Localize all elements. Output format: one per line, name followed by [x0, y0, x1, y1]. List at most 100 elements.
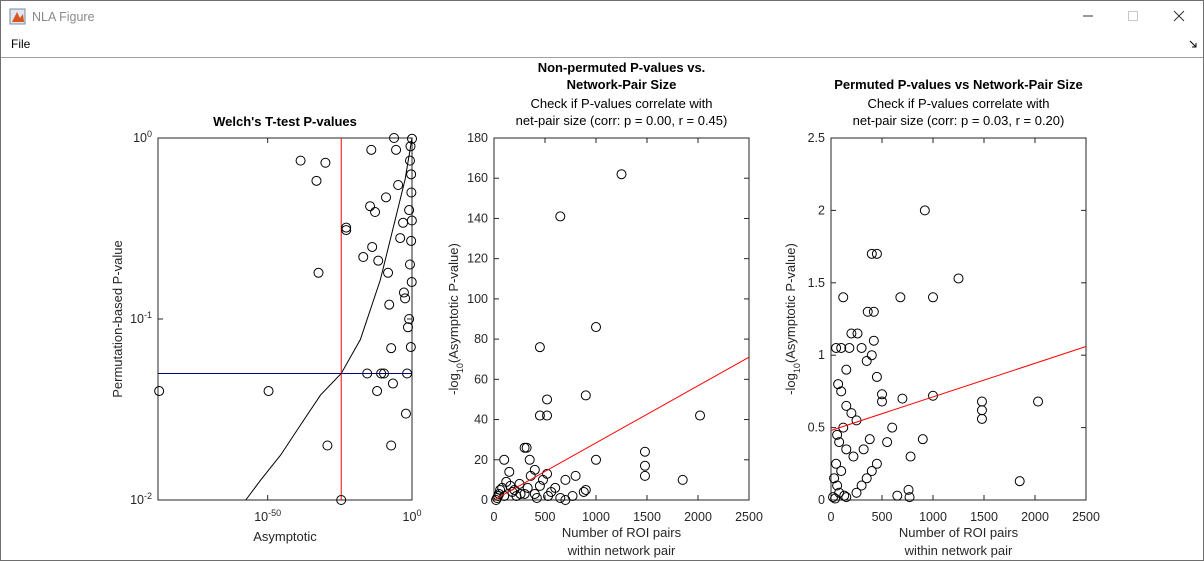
y-tick-label: 2	[818, 203, 825, 217]
y-tick-label: 1.5	[808, 276, 825, 290]
scatter-point	[386, 343, 397, 354]
scatter-point	[868, 335, 879, 346]
scatter-point	[829, 473, 840, 484]
chart-title: Permuted P-values vs Network-Pair Size	[834, 77, 1083, 92]
scatter-point	[846, 408, 857, 419]
scatter-point	[838, 292, 849, 303]
scatter-point	[841, 444, 852, 455]
app-icon	[9, 8, 26, 25]
scatter-point	[917, 434, 928, 445]
scatter-point	[542, 394, 553, 405]
x-tick-label: 2000	[684, 510, 712, 524]
scatter-point	[519, 442, 530, 453]
scatter-point	[365, 201, 376, 212]
scatter-point	[529, 464, 540, 475]
y-tick-label-part: 10	[130, 312, 144, 326]
scatter-point	[406, 235, 417, 246]
scatter-point	[852, 328, 863, 339]
fit-line	[493, 356, 750, 501]
x-tick-label-part: -50	[268, 508, 281, 518]
menu-file[interactable]: File	[11, 37, 31, 51]
x-tick-label: 2500	[1072, 510, 1100, 524]
fit-line	[830, 346, 1087, 431]
scatter-point	[836, 466, 847, 477]
scatter-point	[828, 492, 839, 503]
scatter-point	[405, 141, 416, 152]
scatter-point	[531, 492, 542, 503]
x-tick-label-part: 10	[403, 510, 417, 524]
scatter-point	[892, 490, 903, 501]
window-title: NLA Figure	[32, 10, 95, 24]
chart-subtitle: net-pair size (corr: p = 0.03, r = 0.20)	[853, 113, 1065, 128]
scatter-point	[504, 466, 515, 477]
scatter-point	[862, 306, 873, 317]
scatter-point	[844, 342, 855, 353]
y-axis-label-part: -log	[446, 373, 461, 395]
scatter-point	[976, 413, 987, 424]
x-axis-label: within network pair	[567, 543, 676, 558]
scatter-point	[887, 422, 898, 433]
scatter-point	[383, 267, 394, 278]
scatter-point	[871, 248, 882, 259]
toolbar-toggle[interactable]	[1189, 40, 1197, 48]
scatter-point	[395, 233, 406, 244]
chart-subtitle: Check if P-values correlate with	[867, 96, 1049, 111]
x-tick-label: 500	[535, 510, 556, 524]
y-tick-label: 20	[474, 453, 488, 467]
scatter-point	[832, 480, 843, 491]
scatter-point	[903, 484, 914, 495]
scatter-point	[402, 368, 413, 379]
scatter-point	[839, 490, 850, 501]
scatter-point	[405, 342, 416, 353]
scatter-point	[841, 400, 852, 411]
chart-subtitle: net-pair size (corr: p = 0.00, r = 0.45)	[516, 113, 728, 128]
scatter-point	[866, 466, 877, 477]
x-tick-label: 2000	[1021, 510, 1049, 524]
scatter-point	[313, 267, 324, 278]
scatter-point	[393, 179, 404, 190]
y-axis-label-part: (Asymptotic P-value)	[446, 243, 461, 363]
scatter-point	[868, 306, 879, 317]
scatter-point	[386, 440, 397, 451]
x-tick-label: 10-50	[254, 508, 281, 524]
scatter-point	[534, 342, 545, 353]
scatter-point	[406, 215, 417, 226]
axes-box	[493, 137, 750, 501]
scatter-point	[341, 225, 352, 236]
close-button[interactable]	[1173, 10, 1185, 22]
x-tick-label: 1500	[970, 510, 998, 524]
scatter-point	[578, 486, 589, 497]
scatter-point	[389, 133, 400, 143]
scatter-point	[514, 478, 525, 489]
x-axis-label: Number of ROI pairs	[899, 525, 1019, 540]
scatter-point	[905, 451, 916, 462]
scatter-point	[832, 429, 843, 440]
y-axis-label: Permutation-based P-value	[110, 240, 125, 398]
x-tick-label: 0	[828, 510, 835, 524]
scatter-point	[836, 342, 847, 353]
scatter-point	[639, 446, 650, 457]
scatter-point	[406, 169, 417, 180]
y-tick-label: 60	[474, 372, 488, 386]
scatter-point	[404, 314, 415, 324]
scatter-point	[320, 157, 331, 168]
x-tick-label: 2500	[735, 510, 763, 524]
y-axis-label-part: 10	[792, 363, 802, 373]
scatter-point	[834, 437, 845, 448]
y-tick-label-part: 0	[147, 129, 152, 139]
x-tick-label: 100	[403, 508, 422, 524]
x-tick-label: 1500	[633, 510, 661, 524]
scatter-point	[560, 474, 571, 485]
scatter-point	[534, 410, 545, 421]
scatter-point	[555, 211, 566, 222]
scatter-point	[362, 368, 373, 379]
maximize-button[interactable]	[1128, 11, 1138, 21]
x-tick-label: 500	[872, 510, 893, 524]
y-tick-label: 1	[818, 348, 825, 362]
y-tick-label: 2.5	[808, 131, 825, 145]
scatter-point	[841, 364, 852, 375]
x-tick-label-part: 0	[416, 508, 421, 518]
scatter-point	[515, 488, 526, 499]
scatter-point	[591, 322, 601, 333]
